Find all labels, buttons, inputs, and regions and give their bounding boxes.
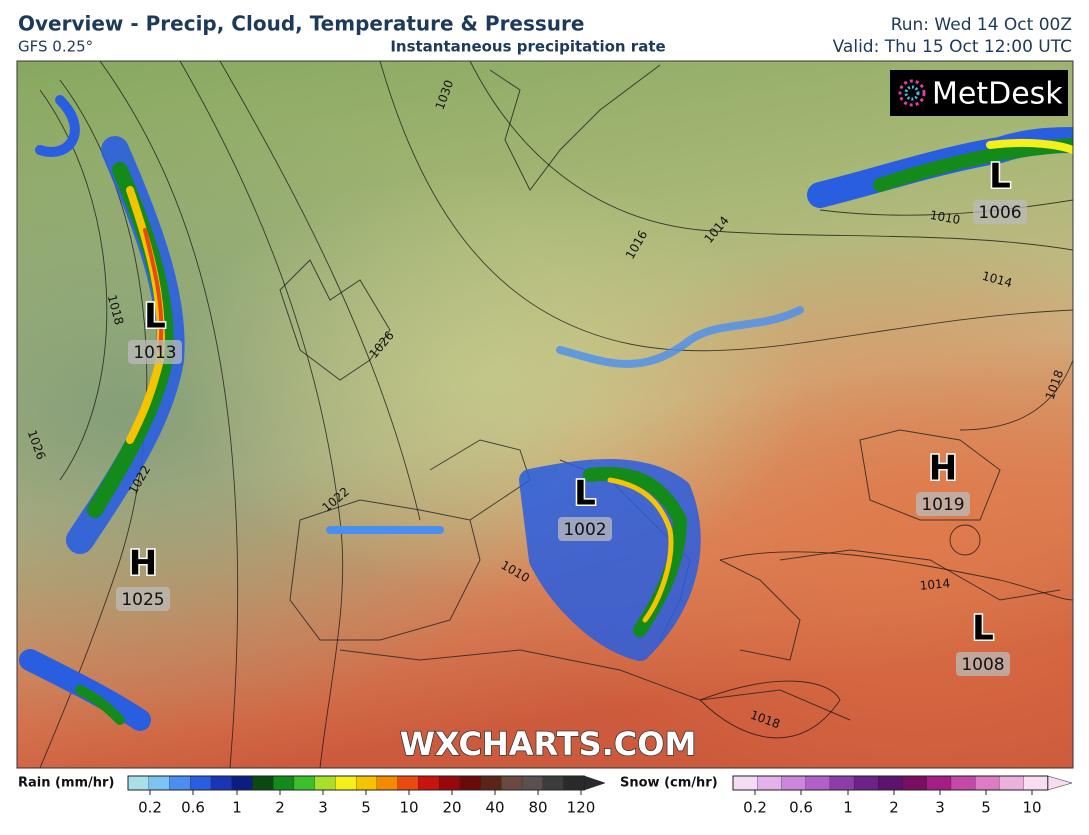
snow-swatch (853, 775, 879, 791)
subtitle: Instantaneous precipitation rate (390, 38, 665, 56)
snow-tick-label: 3 (935, 799, 945, 817)
rain-swatch (273, 775, 295, 791)
pressure-value: 1002 (563, 520, 606, 540)
rain-tick-label: 80 (528, 799, 547, 817)
rain-swatch (397, 775, 419, 791)
snow-swatch (1023, 775, 1049, 791)
rain-tick-label: 10 (399, 799, 418, 817)
pressure-value: 1008 (961, 655, 1004, 675)
pressure-value: 1025 (121, 590, 164, 610)
snow-swatch (950, 775, 976, 791)
snow-swatch (974, 775, 1001, 791)
rain-swatch (355, 775, 378, 791)
snow-tick-label: 0.6 (789, 799, 813, 817)
valid-time: Valid: Thu 15 Oct 12:00 UTC (833, 37, 1072, 57)
rain-arrow (584, 775, 606, 791)
precipitation (19, 95, 1073, 731)
title: Overview - Precip, Cloud, Temperature & … (18, 12, 584, 36)
rain-swatch (231, 775, 254, 791)
logo-box (890, 70, 1068, 116)
pressure-value: 1013 (133, 343, 176, 363)
snow-tick-label: 5 (981, 799, 991, 817)
snow-swatch (999, 775, 1025, 791)
model: GFS 0.25° (18, 38, 93, 56)
snow-swatch (781, 775, 807, 791)
rain-swatch (480, 775, 502, 791)
rain-tick-label: 0.2 (138, 799, 162, 817)
snow-swatch (757, 775, 783, 791)
pressure-letter: H (929, 449, 957, 489)
rain-swatch (127, 775, 150, 791)
rain-swatch (169, 775, 191, 791)
pressure-letter: L (972, 609, 994, 649)
rain-swatch (335, 775, 357, 791)
run-time: Run: Wed 14 Oct 00Z (891, 15, 1072, 35)
logo-icon (898, 79, 926, 107)
snow-swatch (829, 775, 855, 791)
rain-swatch (521, 775, 544, 791)
snow-swatch (878, 775, 904, 791)
pressure-letter: L (144, 297, 166, 337)
rain-tick-label: 20 (442, 799, 461, 817)
snow-swatch (732, 775, 758, 791)
rain-swatch (563, 775, 585, 791)
rain-swatch (438, 775, 461, 791)
rain-tick-label: 40 (485, 799, 504, 817)
rain-swatch (252, 775, 274, 791)
rain-tick-label: 0.6 (181, 799, 205, 817)
pressure-value-box (558, 517, 612, 541)
rain-tick-label: 3 (318, 799, 328, 817)
rain-swatch (376, 775, 399, 791)
pressure-value-box (916, 492, 970, 516)
isobar-label: 1014 (919, 576, 951, 593)
legend: 0.2 0.6 1 2 3 5 10 20 40 80 120 0.2 0.6 1 2 3 5 10 (127, 775, 1073, 817)
snow-tick-label: 2 (889, 799, 899, 817)
pressure-value-box (128, 340, 182, 364)
snow-legend-title: Snow (cm/hr) (620, 776, 718, 791)
snow-arrow (1047, 775, 1073, 791)
pressure-value-box (116, 587, 170, 611)
map-frame (16, 60, 1074, 769)
snow-tick-label: 0.2 (743, 799, 767, 817)
rain-swatch (314, 775, 337, 791)
rain-swatch (190, 775, 212, 791)
snow-swatch (926, 775, 952, 791)
pressure-value: 1006 (978, 203, 1021, 223)
rain-swatch (148, 775, 171, 791)
rain-swatch (542, 775, 565, 791)
rain-swatch (418, 775, 440, 791)
pressure-letter: H (129, 544, 157, 584)
snow-swatch (805, 775, 831, 791)
rain-tick-label: 5 (361, 799, 371, 817)
snow-tick-label: 10 (1022, 799, 1041, 817)
rain-tick-label: 1 (232, 799, 242, 817)
snow-bar-frame (732, 775, 1049, 791)
snow-swatch (902, 775, 928, 791)
rain-tick-label: 120 (567, 799, 596, 817)
pressure-value-box (956, 652, 1010, 676)
logo-text: MetDesk (932, 77, 1063, 112)
snow-tick-label: 1 (843, 799, 853, 817)
rain-swatch (293, 775, 316, 791)
rain-swatch (210, 775, 233, 791)
pressure-value-box (973, 200, 1027, 224)
rain-tick-label: 2 (275, 799, 285, 817)
isobar-label: 1010 (929, 208, 962, 227)
rain-legend-title: Rain (mm/hr) (18, 776, 114, 791)
rain-swatch (501, 775, 523, 791)
rain-bar-frame (127, 775, 585, 791)
pressure-letter: L (574, 474, 596, 514)
isobars (39, 61, 1073, 768)
pressure-letter: L (989, 157, 1011, 197)
watermark: WXCHARTS.COM (400, 725, 697, 763)
pressure-value: 1019 (921, 495, 964, 515)
rain-swatch (459, 775, 482, 791)
pressure-centers: L 1013 L 1006 L 1002 H 1019 H 1025 L 1008 (116, 155, 1027, 676)
